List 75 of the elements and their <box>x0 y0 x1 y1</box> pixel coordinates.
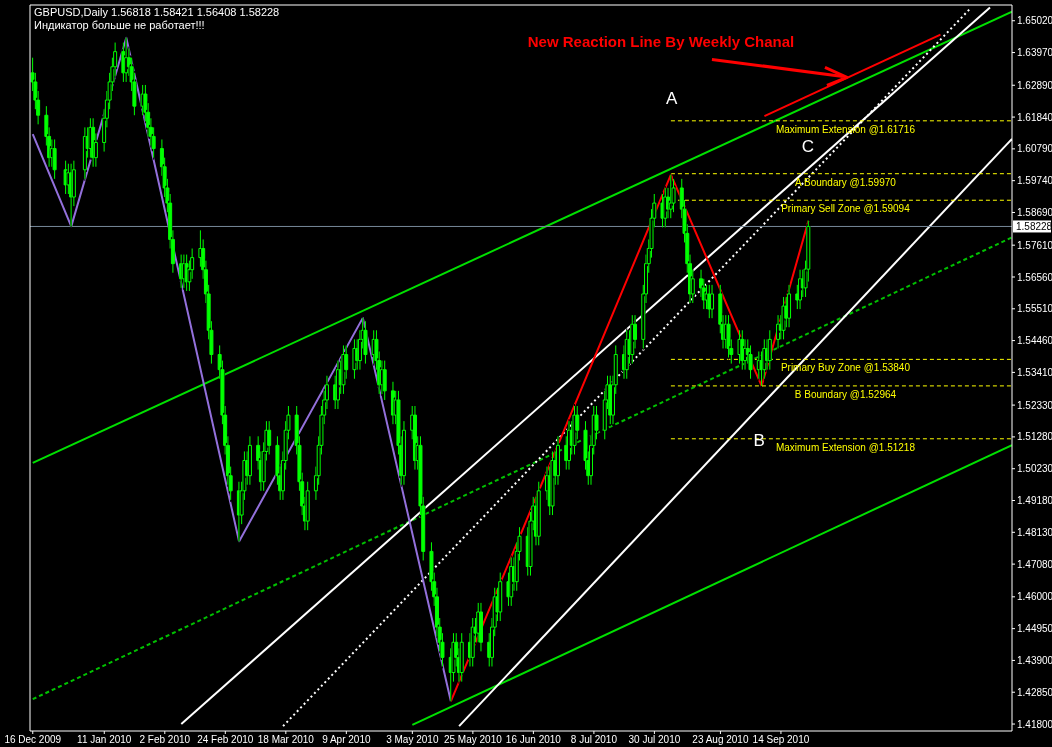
y-tick-label: 1.54460 <box>1017 335 1052 347</box>
y-tick-label: 1.47080 <box>1017 558 1052 570</box>
candlestick <box>572 405 577 455</box>
y-tick-label: 1.55510 <box>1017 303 1052 315</box>
x-tick-label: 24 Feb 2010 <box>197 734 254 746</box>
y-tick-label: 1.48130 <box>1017 526 1052 538</box>
ref-line-label: A Boundary @1.59970 <box>795 176 897 188</box>
y-tick-label: 1.61840 <box>1017 111 1052 123</box>
chart-title: GBPUSD,Daily 1.56818 1.58421 1.56408 1.58228 <box>34 6 280 18</box>
candlestick <box>567 420 571 471</box>
x-tick-label: 8 Jul 2010 <box>570 734 618 746</box>
x-tick-label: 16 Jun 2010 <box>505 734 562 746</box>
annotation: A <box>666 89 679 108</box>
ref-line-label: Primary Sell Zone @1.59094 <box>781 203 911 215</box>
y-tick-label: 1.42850 <box>1017 686 1052 698</box>
candlestick <box>82 126 87 180</box>
y-tick-label: 1.50230 <box>1017 463 1052 475</box>
candlestick <box>707 284 712 319</box>
candlestick <box>121 42 126 83</box>
candlestick <box>740 329 745 371</box>
annotation: New Reaction Line By Weekly Chanal <box>527 33 795 50</box>
candlestick <box>341 344 346 395</box>
y-tick-label: 1.53410 <box>1017 366 1052 378</box>
candlestick <box>787 284 792 328</box>
candlestick <box>781 296 786 340</box>
candlestick <box>470 617 475 667</box>
x-tick-label: 23 Aug 2010 <box>692 734 749 746</box>
x-tick-label: 2 Feb 2010 <box>139 734 191 746</box>
x-tick-label: 14 Sep 2010 <box>752 734 810 746</box>
candlestick <box>459 632 464 683</box>
candlestick <box>412 405 417 471</box>
x-tick-label: 9 Apr 2010 <box>322 734 371 746</box>
candlestick <box>91 117 96 168</box>
x-tick-label: 11 Jan 2010 <box>77 734 132 746</box>
x-tick-label: 16 Dec 2009 <box>4 734 62 746</box>
candlestick <box>335 360 340 410</box>
y-tick-label: 1.58690 <box>1017 207 1052 219</box>
y-tick-label: 1.63970 <box>1017 47 1052 59</box>
y-tick-label: 1.41800 <box>1017 718 1052 730</box>
candlestick <box>536 481 541 546</box>
ref-line-label: 1.58228 <box>1016 221 1052 233</box>
x-tick-label: 3 May 2010 <box>386 734 439 746</box>
candlestick <box>52 138 57 180</box>
candlestick <box>236 481 241 542</box>
candlestick <box>352 338 357 380</box>
y-tick-label: 1.43900 <box>1017 654 1052 666</box>
y-tick-label: 1.49180 <box>1017 495 1052 507</box>
candlestick <box>556 435 560 486</box>
y-tick-label: 1.44950 <box>1017 623 1052 635</box>
candlestick <box>710 284 715 319</box>
candlestick <box>305 481 310 531</box>
candlestick <box>69 163 74 227</box>
y-tick-label: 1.62890 <box>1017 79 1052 91</box>
x-tick-label: 18 Mar 2010 <box>257 734 315 746</box>
candlestick <box>390 381 395 425</box>
y-tick-label: 1.51280 <box>1017 431 1052 443</box>
x-tick-label: 30 Jul 2010 <box>628 734 681 746</box>
y-tick-label: 1.60790 <box>1017 143 1052 155</box>
text: Индикатор больше не работает!!! <box>34 19 205 31</box>
y-tick-label: 1.59740 <box>1017 175 1052 187</box>
y-tick-label: 1.65020 <box>1017 15 1052 27</box>
candlestick <box>498 572 503 622</box>
y-tick-label: 1.52330 <box>1017 399 1052 411</box>
y-tick-label: 1.46000 <box>1017 591 1052 603</box>
line-series <box>31 36 452 703</box>
ref-line-label: Maximum Extension @1.51218 <box>775 441 916 453</box>
annotation: C <box>801 137 814 156</box>
ref-line-label: B Boundary @1.52964 <box>794 388 897 400</box>
candlestick <box>550 450 555 516</box>
y-tick-label: 1.57610 <box>1017 239 1052 251</box>
y-tick-label: 1.56560 <box>1017 271 1052 283</box>
candlestick <box>382 360 387 401</box>
candlestick <box>630 314 635 365</box>
x-tick-label: 25 May 2010 <box>443 734 503 746</box>
candlestick <box>63 160 68 195</box>
